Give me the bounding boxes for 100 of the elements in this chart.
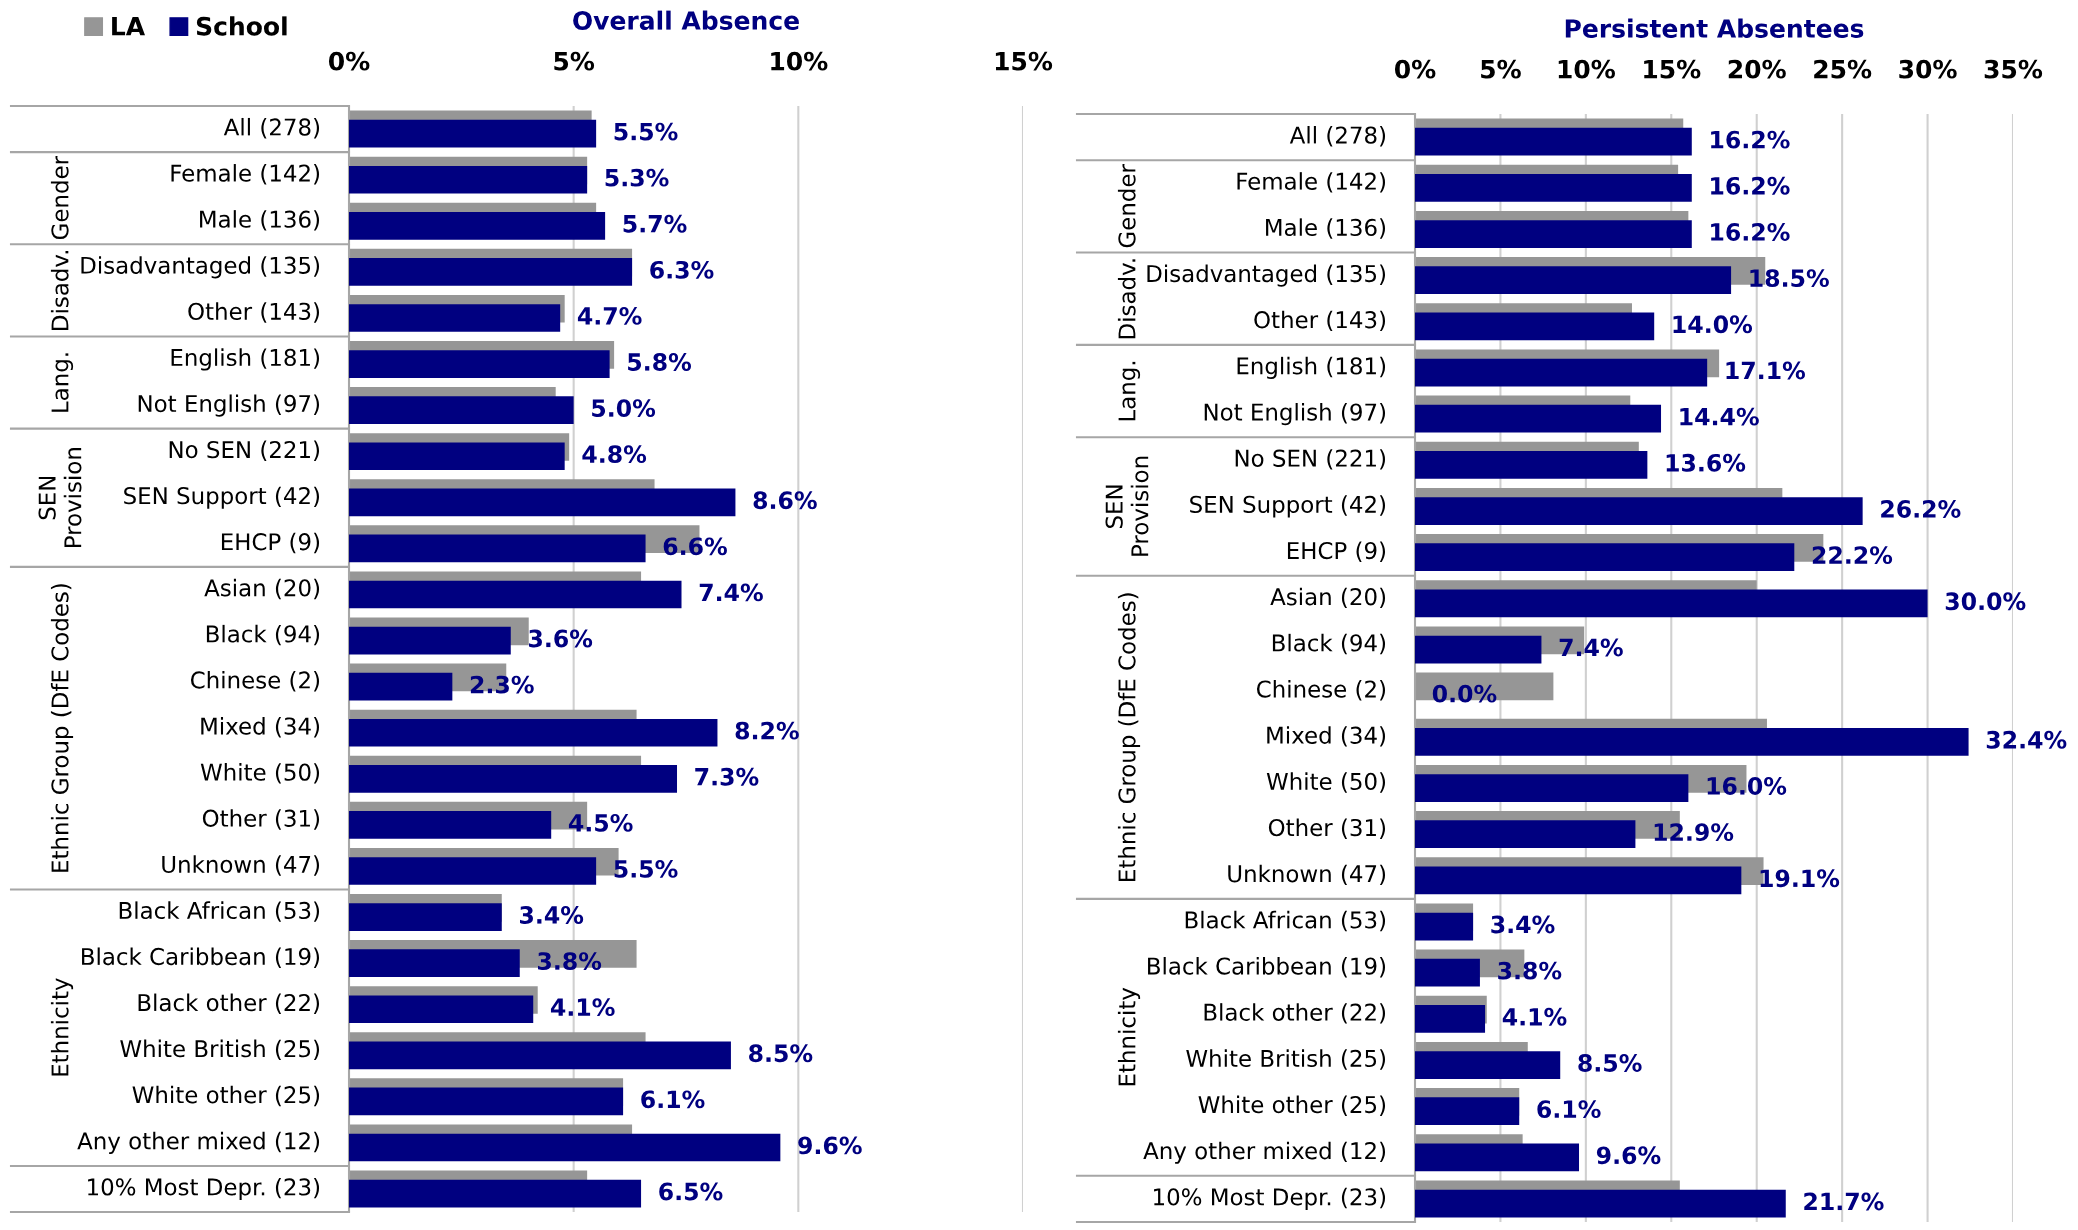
- data-label: 4.8%: [582, 445, 647, 464]
- y-tick-label: Black other (22): [1204, 1003, 1386, 1024]
- bar: [349, 903, 502, 931]
- data-label: 3.6%: [529, 629, 593, 648]
- bar: [1415, 635, 1542, 664]
- bar: [349, 995, 534, 1024]
- bar: [1415, 1143, 1580, 1172]
- y-tick-label: White other (25): [1198, 1095, 1386, 1116]
- data-label: 8.5%: [749, 1044, 813, 1063]
- y-tick-label: English (181): [1237, 356, 1386, 380]
- y-tick-label: Other (31): [1268, 818, 1386, 839]
- y-tick-label: Asian (20): [204, 578, 320, 600]
- y-tick-label: Black other (22): [138, 993, 320, 1014]
- bar: [349, 1041, 731, 1070]
- y-tick-label: Disadvantaged (135): [1147, 264, 1386, 287]
- data-label: 5.0%: [592, 399, 656, 417]
- data-label: 6.5%: [659, 1182, 723, 1201]
- bar: [1415, 866, 1742, 895]
- y-tick-label: No SEN (221): [169, 440, 320, 461]
- data-label: 3.8%: [537, 952, 602, 970]
- y-tick-label: SEN Support (42): [124, 486, 320, 509]
- bar: [1415, 266, 1732, 295]
- data-label: 13.6%: [1666, 453, 1746, 472]
- data-label: 17.1%: [1726, 361, 1805, 380]
- text: Ethnicity: [50, 978, 74, 1076]
- data-label: 5.7%: [623, 214, 687, 233]
- y-tick-label: White British (25): [1186, 1049, 1386, 1070]
- y-tick-label: Other (143): [1254, 310, 1386, 332]
- text: Ethnic Group (DfE Codes): [1117, 593, 1141, 881]
- y-tick-label: All (278): [1289, 125, 1386, 147]
- bar: [349, 165, 588, 194]
- x-tick-label: 30%: [1899, 59, 1957, 79]
- bar: [349, 119, 597, 148]
- data-label: 19.1%: [1760, 869, 1840, 888]
- x-tick-label: 0%: [328, 51, 370, 71]
- y-tick-label: White British (25): [120, 1039, 320, 1061]
- data-label: 4.5%: [568, 813, 633, 832]
- y-tick-label: Chinese (2): [190, 670, 320, 692]
- data-label: 5.5%: [614, 122, 678, 141]
- bar: [349, 672, 453, 701]
- bar: [349, 350, 610, 378]
- data-label: 5.5%: [614, 859, 678, 878]
- bar: [349, 1133, 781, 1162]
- y-tick-label: Other (31): [202, 809, 320, 830]
- data-label: 16.2%: [1711, 130, 1790, 149]
- y-tick-label: Not English (97): [138, 394, 320, 417]
- bar: [349, 1087, 624, 1116]
- data-label: 7.4%: [1559, 638, 1623, 657]
- y-tick-label: No SEN (221): [1235, 449, 1386, 470]
- bar: [1415, 220, 1692, 248]
- data-label: 8.6%: [753, 491, 817, 510]
- y-tick-label: Mixed (34): [1267, 726, 1386, 747]
- text: Disadv.: [1117, 259, 1136, 339]
- data-label: 9.6%: [1596, 1146, 1661, 1165]
- bar: [1415, 728, 1969, 756]
- bar: [349, 718, 718, 747]
- data-label: 0.0%: [1432, 684, 1497, 703]
- y-tick-label: Black (94): [1272, 633, 1386, 655]
- x-tick-label: 20%: [1728, 59, 1786, 79]
- bar: [349, 580, 682, 609]
- bar: [349, 764, 678, 793]
- bar: [349, 534, 646, 563]
- bar: [349, 211, 606, 240]
- data-label: 8.2%: [735, 721, 799, 740]
- x-tick-label: 10%: [771, 51, 828, 71]
- bar: [1415, 774, 1689, 802]
- y-tick-label: English (181): [171, 348, 320, 371]
- x-tick-label: 25%: [1814, 59, 1872, 79]
- text: Ethnic Group (DfE Codes): [50, 584, 74, 872]
- data-label: 16.0%: [1707, 777, 1787, 795]
- legend-label: School: [196, 16, 287, 36]
- x-tick-label: 15%: [995, 51, 1053, 71]
- bar: [1415, 312, 1655, 341]
- y-tick-label: Any other mixed (12): [1143, 1141, 1386, 1164]
- bar: [1415, 451, 1648, 479]
- y-tick-label: Male (136): [200, 210, 320, 231]
- x-tick-label: 0%: [1394, 59, 1436, 79]
- data-label: 4.1%: [550, 998, 615, 1017]
- data-label: 8.5%: [1578, 1054, 1642, 1072]
- x-tick-label: 15%: [1644, 59, 1701, 79]
- bar: [1415, 174, 1692, 202]
- y-tick-label: Unknown (47): [162, 855, 320, 876]
- y-tick-label: Male (136): [1266, 218, 1386, 239]
- chart-title: Persistent Absentees: [1565, 18, 1864, 38]
- y-tick-label: EHCP (9): [1287, 541, 1386, 562]
- y-tick-label: EHCP (9): [221, 532, 320, 554]
- chart-title: Overall Absence: [573, 10, 799, 30]
- data-label: 6.1%: [641, 1090, 705, 1109]
- x-tick-label: 5%: [554, 51, 595, 71]
- legend-label: LA: [112, 17, 145, 36]
- y-tick-label: Unknown (47): [1228, 864, 1386, 886]
- bar: [349, 442, 565, 471]
- bar: [349, 396, 574, 424]
- data-label: 16.2%: [1711, 223, 1790, 241]
- data-label: 5.8%: [628, 353, 692, 371]
- data-label: 22.2%: [1812, 546, 1893, 565]
- bar: [1415, 497, 1863, 525]
- data-label: 14.4%: [1680, 407, 1759, 426]
- y-tick-label: Chinese (2): [1256, 679, 1386, 701]
- y-tick-label: Any other mixed (12): [77, 1131, 320, 1154]
